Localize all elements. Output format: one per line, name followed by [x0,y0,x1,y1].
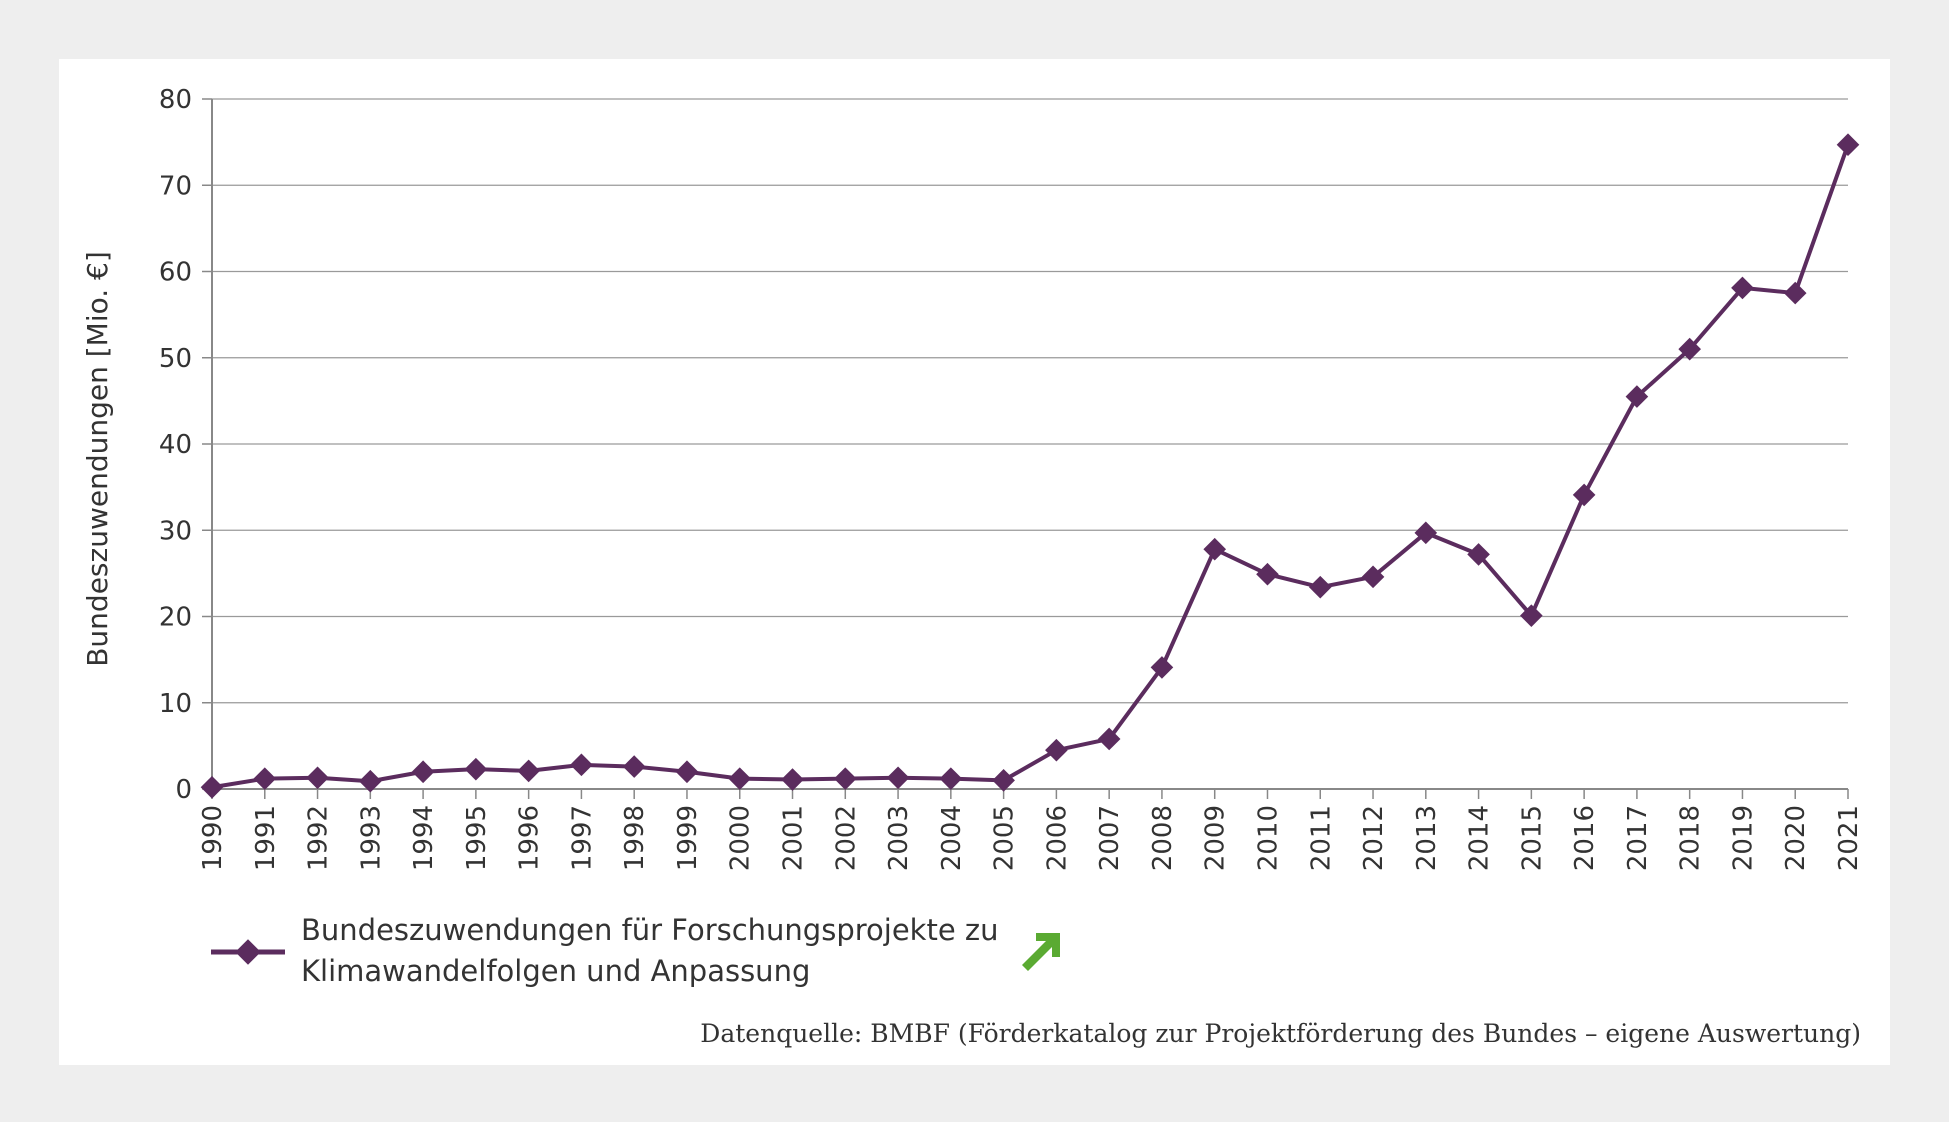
x-tick-label: 1998 [620,805,650,871]
x-tick-label: 2010 [1253,805,1283,871]
data-point-2018 [1678,337,1701,361]
y-axis-ticks: 0 10 20 30 40 50 60 70 80 [159,85,212,805]
green-up-right-arrow-icon [1022,933,1060,971]
data-point-2000 [728,767,752,790]
x-tick-label: 2014 [1465,805,1495,871]
x-tick-label: 2006 [1042,805,1072,871]
data-point-2010 [1256,562,1279,586]
x-tick-label: 2003 [884,805,914,871]
legend-marker [235,939,261,965]
x-tick-label: 1991 [251,805,281,871]
y-tick-label: 0 [175,775,192,805]
x-tick-label: 1994 [409,805,439,871]
x-tick-label: 1997 [567,805,597,871]
x-tick-label: 2018 [1676,805,1706,871]
data-point-2016 [1572,483,1596,507]
x-tick-label: 1999 [673,805,703,871]
x-tick-label: 2000 [726,805,756,871]
data-point-2007 [1097,727,1121,751]
data-point-2006 [1045,738,1068,762]
x-tick-label: 2012 [1359,805,1389,871]
y-axis-label: Bundeszuwendungen [Mio. €] [81,251,114,667]
data-point-1993 [359,769,382,793]
data-point-1997 [570,753,593,777]
data-point-2002 [833,767,857,790]
data-point-2021 [1836,133,1860,157]
x-tick-label: 1993 [356,805,386,871]
data-point-2013 [1414,521,1438,545]
y-tick-label: 70 [159,171,192,201]
legend-label-line-1: Bundeszuwendungen für Forschungsprojekte… [301,913,999,947]
data-source-note: Datenquelle: BMBF (Förderkatalog zur Pro… [700,1019,1861,1048]
data-point-1999 [675,760,699,784]
x-tick-label: 1992 [304,805,334,871]
data-point-2011 [1308,575,1332,599]
y-tick-label: 60 [159,258,192,288]
x-axis-ticks: 1990 1991 1992 1993 1994 1995 1996 1997 1998 1999… [198,789,1864,871]
y-tick-label: 80 [159,85,192,115]
x-tick-label: 2002 [831,805,861,871]
data-point-2005 [992,769,1015,792]
data-point-2019 [1731,276,1754,300]
y-tick-label: 20 [159,603,192,633]
x-tick-label: 1995 [462,805,492,871]
y-tick-label: 40 [159,430,192,460]
x-tick-label: 2013 [1412,805,1442,871]
y-tick-label: 30 [159,516,192,546]
x-tick-label: 2009 [1201,805,1231,871]
data-point-2012 [1361,565,1385,589]
data-point-1996 [517,759,540,783]
x-tick-label: 1990 [198,805,228,871]
x-tick-label: 2020 [1781,805,1811,871]
x-tick-label: 1996 [515,805,545,871]
x-tick-label: 2011 [1306,805,1336,871]
y-tick-label: 10 [159,689,192,719]
data-point-1991 [253,767,277,790]
x-tick-label: 2001 [779,805,809,871]
data-point-2001 [781,768,804,791]
x-tick-label: 2016 [1570,805,1600,871]
gridlines [211,98,1848,790]
data-point-2008 [1150,656,1174,679]
data-point-2004 [939,767,963,790]
legend: Bundeszuwendungen für Forschungsprojekte… [211,913,999,988]
data-point-1998 [622,755,646,778]
data-point-2020 [1783,281,1807,305]
data-point-2017 [1625,385,1649,408]
data-point-1995 [464,757,488,781]
x-tick-label: 2004 [937,805,967,871]
data-point-2003 [886,766,910,790]
data-point-1990 [200,775,224,799]
legend-label-line-2: Klimawandelfolgen und Anpassung [301,954,810,988]
x-tick-label: 2005 [990,805,1020,871]
data-point-1992 [306,766,329,790]
chart-panel: 0 10 20 30 40 50 60 70 80 1990 1991 1992 1993 1994 19… [59,59,1890,1065]
x-tick-label: 2019 [1728,805,1758,871]
y-tick-label: 50 [159,344,192,374]
data-point-2014 [1467,543,1490,566]
series-line [211,144,1850,790]
data-point-2009 [1203,537,1227,561]
x-tick-label: 2017 [1623,805,1653,871]
x-tick-label: 2015 [1517,805,1547,871]
x-tick-label: 2007 [1095,805,1125,871]
x-tick-label: 2021 [1834,805,1864,871]
data-point-2015 [1520,604,1543,627]
data-point-1994 [411,760,435,784]
x-tick-label: 2008 [1148,805,1178,871]
data-series [200,133,1860,799]
